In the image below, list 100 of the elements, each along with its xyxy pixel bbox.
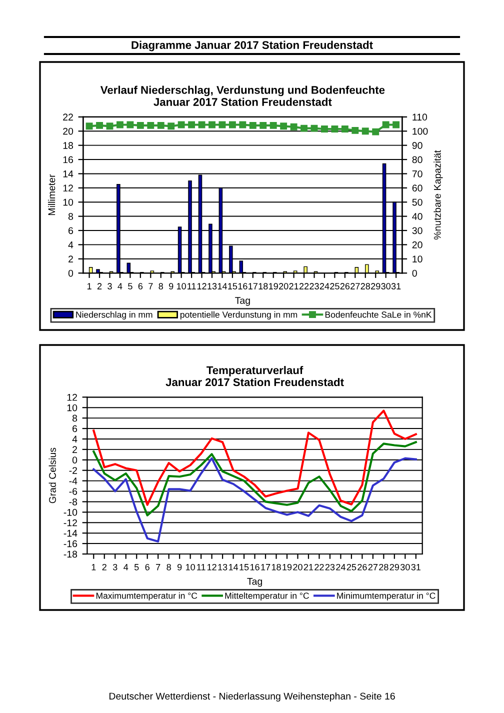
x-tick-label: 11 [188, 283, 196, 290]
x-tick-label: 30 [400, 564, 410, 570]
x-tick-label: 14 [218, 283, 227, 290]
y2-tick-label: 50 [412, 198, 422, 206]
x-tick-label: 29 [390, 564, 400, 570]
x-tick-label: 18 [272, 564, 281, 570]
y-tick-label: -14 [64, 530, 78, 537]
x-tick-label: 19 [282, 564, 292, 570]
x-tick-label: 17 [248, 283, 258, 290]
x-tick-label: 4 [118, 283, 122, 290]
y-tick-label: 20 [63, 128, 74, 135]
legend-label: Minimumtemperatur in °C [337, 592, 436, 601]
x-tick-label: 13 [218, 564, 228, 570]
text: Diagramme Januar 2017 Station Freudenstadt [132, 40, 373, 52]
y-tick-label: 4 [68, 242, 74, 248]
x-tick-label: 18 [258, 283, 268, 290]
x-tick-label: 7 [156, 564, 160, 570]
y2-tick-label: 110 [412, 114, 428, 121]
y2-tick-label: 10 [412, 256, 422, 262]
x-tick-label: 21 [289, 283, 298, 290]
x-tick-label: 20 [279, 283, 288, 290]
y-tick-label: 2 [68, 256, 73, 262]
y2-tick-label: 0 [412, 270, 417, 277]
x-tick-label: 23 [310, 283, 319, 290]
y2-tick-label: 40 [412, 213, 422, 220]
y-tick-label: -10 [64, 508, 78, 516]
x-tick-label: 7 [148, 283, 153, 290]
y-tick-label: -18 [64, 550, 78, 558]
y2-tick-label: 100 [412, 128, 428, 135]
y-tick-label: 0 [72, 456, 78, 464]
y-tick-label: 14 [63, 170, 74, 178]
y2-tick-label: 80 [412, 156, 422, 164]
chart-title: Temperaturverlauf Januar 2017 Station Freudenstadt [166, 366, 344, 386]
x-tick-label: 19 [269, 283, 278, 290]
y-tick-label: 10 [63, 198, 74, 206]
y-tick-label: -2 [69, 467, 77, 474]
y-tick-label: 6 [68, 227, 74, 234]
y-tick-label: 22 [63, 114, 73, 120]
legend-label: Maximumtemperatur in °C [96, 592, 198, 601]
x-tick-label: 28 [360, 283, 370, 290]
legend-label: potentielle Verdunstung in mm [180, 311, 298, 320]
y-tick-label: 12 [63, 184, 73, 192]
x-tick-label: 8 [166, 564, 171, 570]
x-tick-label: 26 [340, 283, 350, 290]
text: Deutscher Wetterdienst - Niederlassung Weihenstephan - Seite 16 [110, 692, 395, 702]
x-tick-label: 9 [169, 283, 174, 290]
x-tick-label: 4 [124, 564, 128, 570]
y2-tick-label: 30 [412, 227, 422, 234]
y-tick-label: -4 [69, 478, 78, 484]
y-tick-label: 10 [67, 404, 78, 412]
y-tick-label: 6 [72, 425, 78, 432]
legend-label: Bodenfeuchte SaLe in %nK [325, 311, 432, 318]
y-tick-label: -16 [64, 540, 78, 548]
y2-tick-label: 20 [412, 241, 422, 248]
x-tick-label: 24 [320, 283, 330, 290]
x-tick-label: 23 [325, 564, 335, 570]
x-tick-label: 31 [411, 564, 420, 570]
y-tick-label: 8 [72, 414, 78, 422]
x-tick-label: 22 [314, 564, 324, 570]
y-tick-label: -12 [64, 519, 77, 526]
x-tick-label: 6 [145, 564, 150, 570]
x-tick-label: 9 [177, 564, 182, 570]
x-tick-label: 28 [379, 564, 388, 570]
x-tick-label: 15 [228, 283, 238, 290]
x-tick-label: 3 [112, 564, 118, 570]
x-tick-label: 15 [240, 564, 249, 570]
x-tick-label: 13 [208, 283, 217, 290]
y-tick-label: 4 [72, 436, 78, 442]
x-tick-label: 5 [134, 564, 139, 570]
x-tick-label: 16 [238, 283, 248, 290]
x-tick-label: 3 [108, 283, 112, 290]
x-tick-label: 31 [391, 283, 401, 290]
x-tick-label: 1 [92, 564, 96, 570]
x-tick-label: 17 [261, 564, 270, 570]
y-tick-label: -8 [69, 498, 78, 506]
y-tick-label: 0 [68, 270, 74, 277]
y-tick-label: 16 [63, 156, 74, 164]
x-tick-label: 27 [368, 564, 378, 570]
x-tick-label: 25 [330, 283, 340, 290]
x-tick-label: 29 [371, 283, 380, 290]
x-tick-label: 11 [197, 564, 206, 570]
x-axis-title: Tag [247, 578, 262, 587]
x-tick-label: 27 [350, 283, 360, 290]
x-tick-label: 12 [197, 283, 206, 290]
y2-tick-label: 70 [412, 170, 422, 178]
y-axis-title: Grad Celsius [48, 448, 56, 504]
x-tick-label: 16 [250, 564, 260, 570]
x-tick-label: 12 [207, 564, 216, 570]
x-tick-label: 25 [346, 564, 356, 570]
chart-title: Verlauf Niederschlag, Verdunstung und Bodenfeuchte Januar 2017 Station Freudenstadt [100, 86, 385, 106]
legend-label: Mitteltemperatur in °C [225, 592, 309, 601]
y2-tick-label: 90 [412, 142, 422, 149]
x-tick-label: 6 [138, 283, 143, 290]
x-tick-label: 2 [102, 564, 106, 570]
y-axis-title: Millimeter [48, 174, 56, 215]
y-tick-label: 12 [67, 394, 77, 401]
x-tick-label: 20 [293, 564, 302, 570]
x-tick-label: 10 [186, 564, 195, 570]
x-tick-label: 14 [228, 564, 238, 570]
x-tick-label: 5 [128, 283, 132, 290]
